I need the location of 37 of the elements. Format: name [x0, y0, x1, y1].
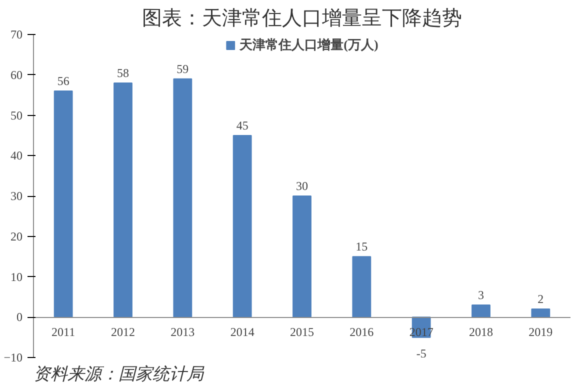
text: 资料来源：国家统计局	[34, 364, 204, 384]
x-tick-label: 2015	[290, 325, 314, 340]
y-tick-label: 0	[16, 310, 22, 324]
x-tick-label: 2019	[528, 325, 553, 340]
y-tick-label: 50	[10, 108, 22, 122]
y-tick-label: 40	[10, 148, 22, 163]
legend-label: 天津常住人口增量(万人)	[240, 36, 378, 54]
bar	[173, 78, 192, 318]
y-tick-label: 70	[10, 28, 22, 42]
y-tick-label: −10	[4, 350, 23, 364]
bar	[531, 308, 550, 318]
bar	[114, 82, 132, 318]
x-tick-label: 2011	[52, 325, 76, 340]
x-tick-label: 2016	[350, 325, 374, 340]
x-tick-label: 2012	[111, 325, 135, 340]
data-label: 56	[57, 74, 70, 88]
x-tick-label: 2018	[469, 325, 493, 340]
bar	[352, 256, 372, 318]
data-label: 15	[356, 240, 368, 254]
bar	[472, 304, 490, 318]
data-label: 58	[117, 66, 129, 80]
x-tick-label: 2014	[230, 325, 254, 340]
chart-title: 图表：天津常住人口增量呈下降趋势	[142, 8, 462, 30]
y-tick-label: 10	[10, 270, 22, 284]
bar	[54, 90, 73, 318]
x-tick-label: 2013	[170, 325, 195, 340]
y-tick-label: 20	[10, 229, 22, 244]
y-tick-label: 60	[10, 68, 22, 82]
bar	[232, 134, 252, 318]
data-label: 3	[478, 288, 484, 302]
data-label: -5	[416, 346, 426, 360]
data-label: 30	[296, 179, 308, 193]
data-label: 2	[538, 292, 544, 306]
bar	[292, 196, 312, 318]
data-label: 45	[236, 118, 248, 132]
y-tick-label: 30	[10, 189, 22, 203]
data-label: 59	[176, 62, 189, 76]
